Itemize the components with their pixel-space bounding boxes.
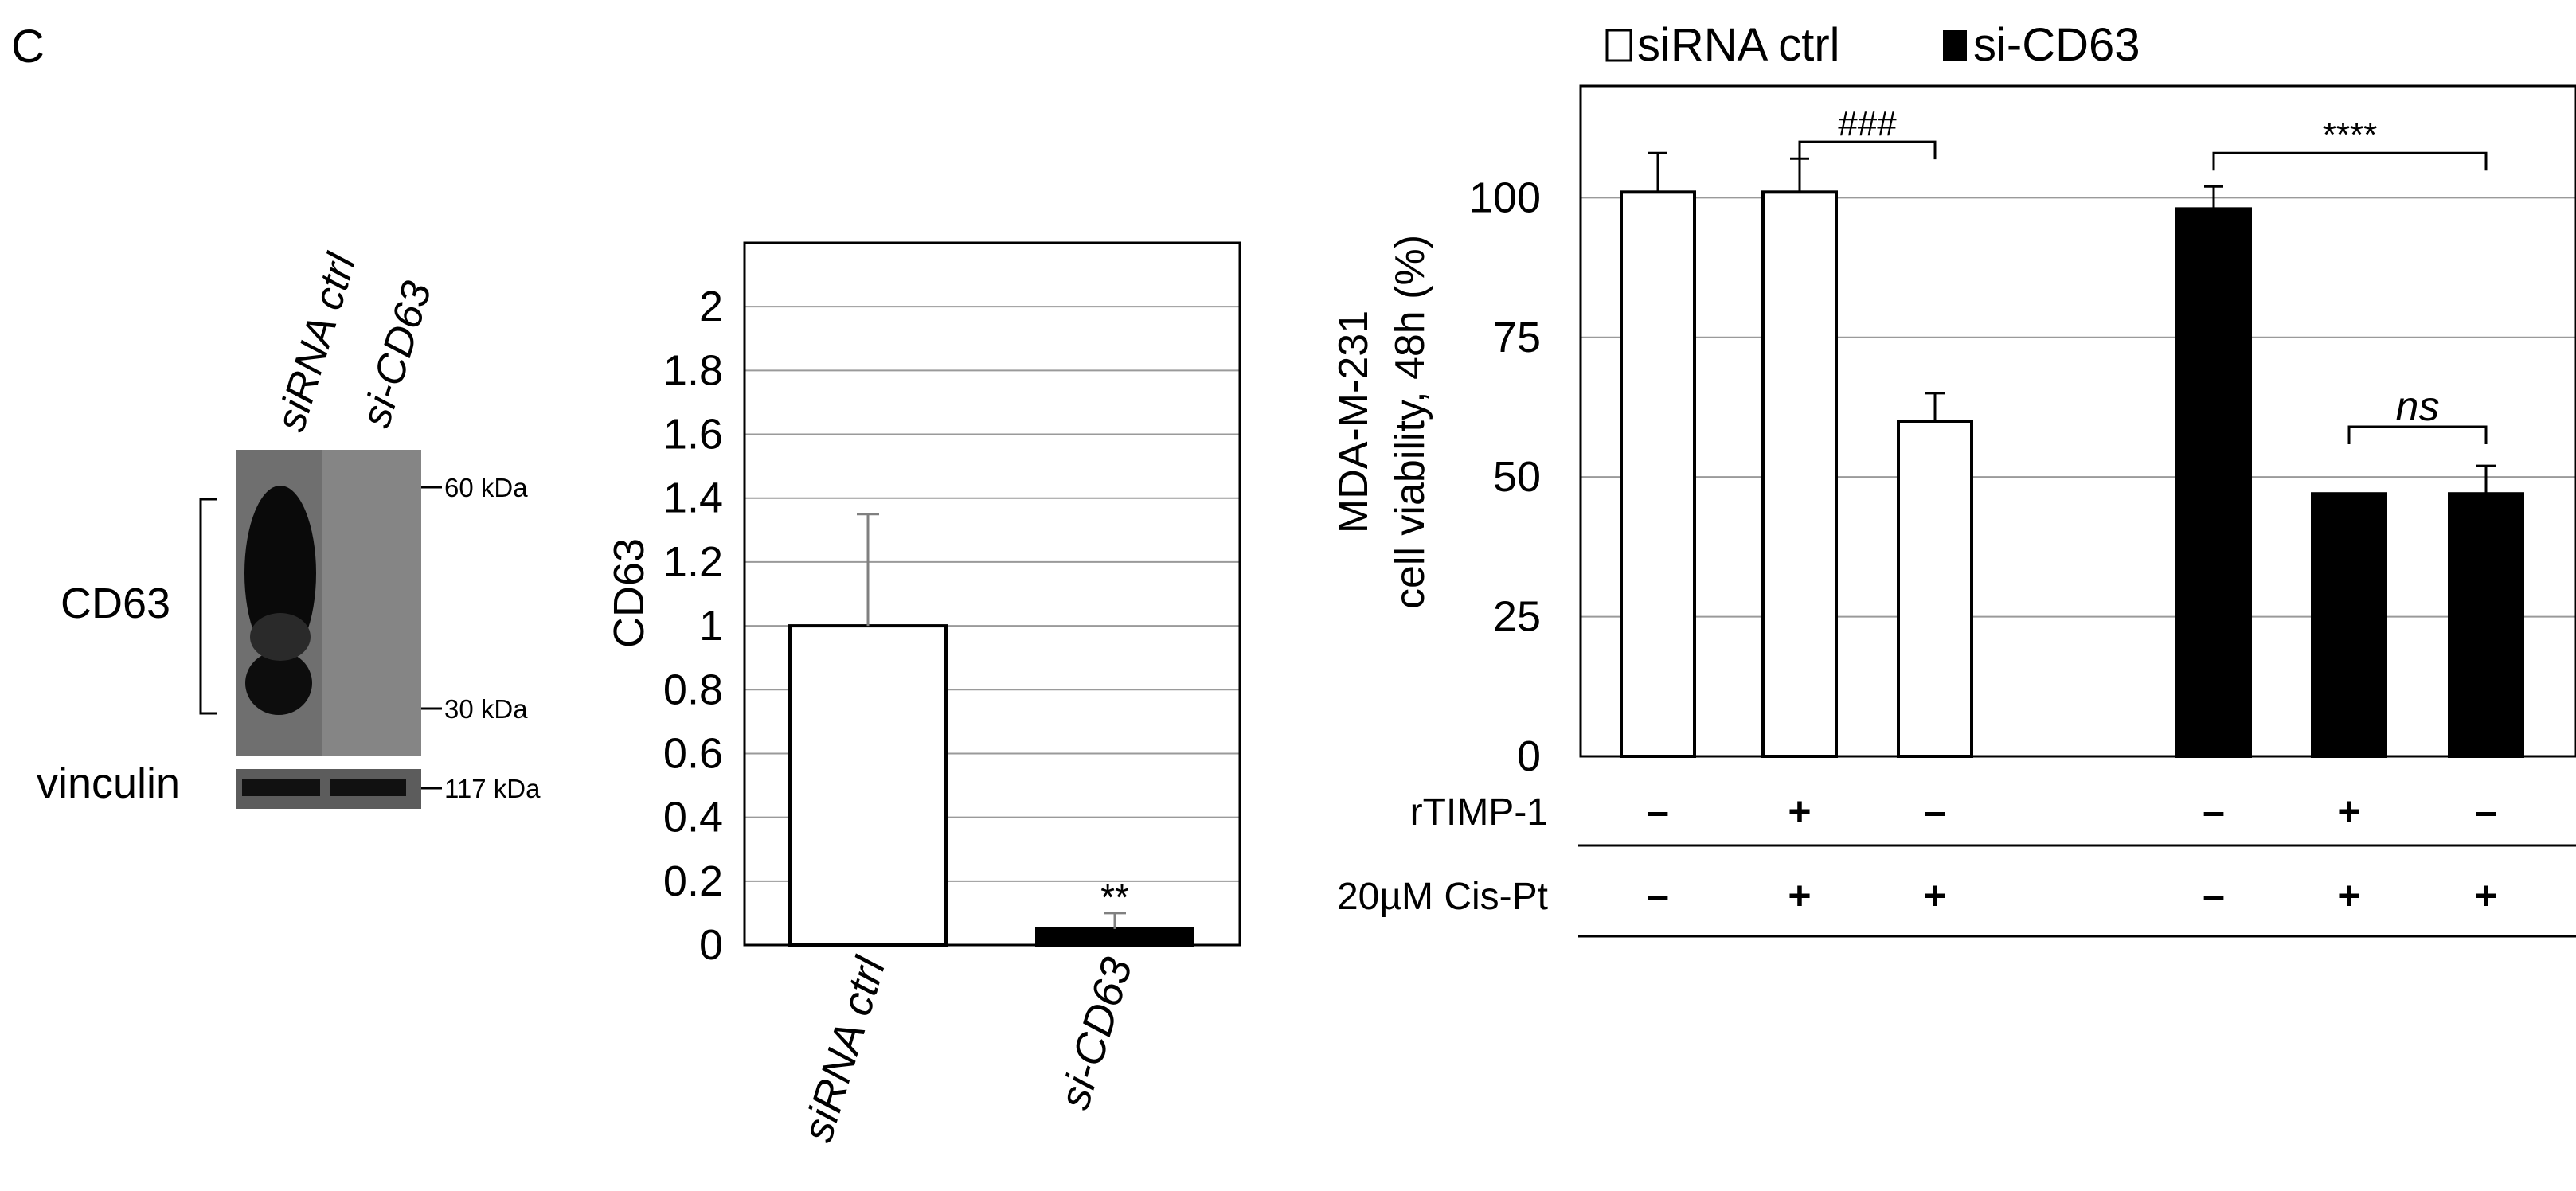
chart1-ytick-label: 1.8 [663, 346, 723, 394]
condition-mark: – [2203, 873, 2225, 918]
chart1-bar [1035, 927, 1194, 947]
condition-mark: + [1923, 873, 1946, 918]
condition-mark: + [1788, 873, 1811, 918]
legend-label-ctrl: siRNA ctrl [1637, 19, 1840, 71]
chart1-ytick-label: 0 [699, 921, 723, 969]
cd63-bracket [199, 498, 217, 715]
chart2-bar [1897, 420, 1973, 758]
blot-band-vinculin-1 [242, 779, 320, 796]
chart1-ytick-label: 1.4 [663, 474, 723, 522]
condition-mark: – [1647, 873, 1669, 918]
chart2-ytick-label: 25 [1493, 593, 1541, 641]
blot-lane-label-ctrl: siRNA ctrl [268, 248, 365, 437]
chart1-ytick-label: 0.8 [663, 666, 723, 713]
chart2-bar [1761, 190, 1838, 759]
chart2-ylabel-line2: cell viability, 48h (%) [1387, 235, 1433, 609]
chart1-ytick-label: 1.2 [663, 538, 723, 586]
blot-band-vinculin-2 [330, 779, 406, 796]
chart1-ylabel: CD63 [605, 538, 653, 648]
condition-mark: + [2474, 873, 2497, 918]
chart2-ytick-label: 75 [1493, 314, 1541, 361]
chart1-ytick-label: 0.4 [663, 794, 723, 842]
marker-label-117: 117 kDa [444, 774, 541, 803]
chart1-plot-frame [743, 241, 1241, 947]
chart1-significance-label: ** [1100, 877, 1129, 918]
condition-mark: – [1924, 789, 1946, 834]
chart2-significance-label: ns [2396, 384, 2440, 430]
chart2-ylabel-line1: MDA-M-231 [1331, 310, 1377, 533]
legend-swatch-sicd63 [1943, 30, 1967, 61]
chart1-category-label: siRNA ctrl [794, 951, 896, 1147]
blot-label-vinculin: vinculin [37, 760, 180, 807]
blot-band-cd63-upper [244, 486, 316, 661]
chart2-bar [2311, 492, 2387, 758]
western-blot: siRNA ctrl si-CD63 CD63 vinculin 60 kDa … [37, 248, 541, 809]
chart2-significance-bracket [1798, 140, 1937, 160]
chart1-ytick-label: 0.2 [663, 857, 723, 905]
chart2-bar [2175, 207, 2252, 759]
chart2-plot-frame [1579, 84, 2576, 758]
legend-label-sicd63: si-CD63 [1973, 19, 2140, 71]
condition-label-rtimp1: rTIMP-1 [1410, 791, 1548, 834]
chart2-bar [2448, 492, 2524, 758]
marker-label-30: 30 kDa [444, 694, 528, 724]
chart1-ytick-label: 1 [699, 602, 723, 650]
legend-swatch-ctrl [1605, 29, 1632, 62]
condition-mark: + [1788, 789, 1811, 834]
cd63-bar-chart: ** 0 0.2 0.4 0.6 0.8 1 1.2 1.4 1.6 1.8 2 siRNA ctr… [605, 241, 1241, 1147]
chart2-ytick-label: 100 [1469, 174, 1541, 221]
blot-label-cd63: CD63 [61, 580, 170, 627]
blot-band-cd63-smear [250, 613, 311, 661]
chart2-significance-label: ### [1838, 104, 1897, 143]
blot-lane-label-sicd63: si-CD63 [353, 276, 440, 433]
blot-band-cd63-lower [245, 651, 312, 715]
chart1-ytick-label: 2 [699, 283, 723, 330]
chart2-ytick-label: 50 [1493, 453, 1541, 501]
condition-mark: – [2203, 789, 2225, 834]
chart1-category-label: si-CD63 [1050, 952, 1141, 1115]
condition-mark: – [1647, 789, 1669, 834]
blot-lane-right [322, 450, 421, 756]
chart2-significance-bracket [2347, 425, 2488, 445]
condition-label-cispt: 20µM Cis-Pt [1337, 876, 1548, 918]
condition-mark: – [2475, 789, 2497, 834]
chart2-ytick-label: 0 [1517, 732, 1541, 780]
chart2-significance-label: **** [2323, 115, 2378, 154]
condition-mark: + [2337, 789, 2360, 834]
chart1-ytick-label: 0.6 [663, 729, 723, 777]
chart2-bar [1620, 190, 1696, 759]
condition-mark: + [2337, 873, 2360, 918]
legend: siRNA ctrl si-CD63 [1605, 19, 2140, 71]
chart2-significance-bracket [2212, 151, 2488, 171]
panel-label: C [11, 21, 45, 72]
marker-label-60: 60 kDa [444, 473, 528, 502]
chart1-ytick-label: 1.6 [663, 411, 723, 459]
chart1-bar [788, 624, 948, 947]
